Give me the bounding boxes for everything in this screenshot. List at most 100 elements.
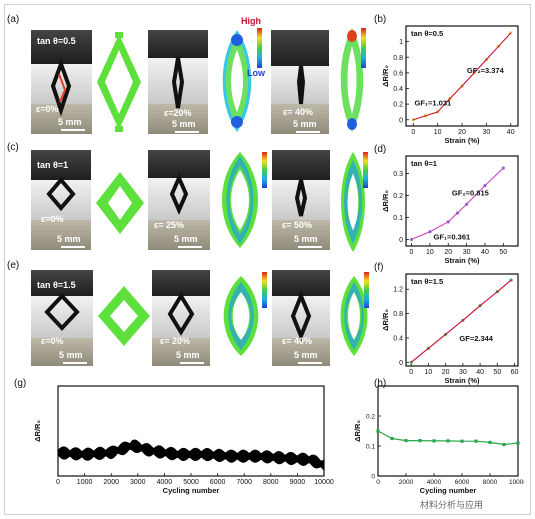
y-tick-label: 0.4 [393,335,403,342]
x-tick-label: 30 [463,249,471,256]
scale-a-0: 5 mm [58,117,82,127]
gf-label-2: GF₂=0.815 [452,189,489,198]
scale-e-2: 5 mm [294,350,318,360]
data-point [376,429,380,433]
scale-e-0: 5 mm [59,350,83,360]
y-tick-label: 0.2 [393,193,403,200]
y-tick-label: 0.2 [393,102,403,109]
legend-high: High [241,16,261,26]
gf-label-2: GF₂=3.374 [467,66,505,75]
cycle-trace [57,439,325,472]
figure-border [4,4,531,515]
y-tick-label: 0.8 [393,55,403,62]
panel-label-e: (e) [7,260,20,271]
strain-e-2: ε= 40% [282,336,313,346]
photo-e-0: tan θ=1.5 ε=0% 5 mm [31,270,93,366]
y-axis-label: ΔR/R₀ [353,420,362,442]
y-tick-label: 0.4 [393,86,403,93]
x-tick-label: 0 [410,249,414,256]
y-tick-label: 0.1 [366,444,375,451]
tan-label-a: tan θ=0.5 [37,36,76,46]
x-tick-label: 1000 [77,479,93,486]
y-tick-label: 0 [399,360,403,367]
x-tick-label: 50 [499,249,507,256]
fit-line [410,279,512,363]
y-tick-label: 1 [399,39,403,46]
strain-a-1: ε=20% [164,108,192,118]
x-axis-label: Cycling number [163,486,220,495]
x-axis-label: Strain (%) [444,256,480,265]
data-point [446,439,450,443]
plot-frame [377,385,519,477]
stress-map-a-2 [340,28,364,132]
data-point [474,439,478,443]
stress-map-e-1 [223,276,259,356]
panel-label-c: (c) [7,142,19,153]
y-tick-label: 0.8 [393,311,403,318]
photo-e-1: ε= 20% 5 mm [152,270,210,366]
strain-a-0: ε=0% [36,104,59,114]
panel-label-g: (g) [14,378,27,389]
x-tick-label: 20 [444,249,452,256]
chart-d: 0 10 20 30 40 50 0 0.1 0.2 0.3 Strain (%) ΔR/R₀ tan … [381,155,519,265]
data-point [418,439,422,443]
chart-annotation: tan θ=1 [411,159,437,168]
chart-h: 0 2000 4000 6000 8000 10000 0 0.1 0.2 Cycling num… [353,385,524,495]
data-point [432,439,436,443]
strain-a-2: ε= 40% [283,107,314,117]
x-tick-label: 5000 [183,479,199,486]
panel-label-f: (f) [374,262,384,273]
x-tick-label: 4000 [157,479,173,486]
data-point [404,439,408,443]
plot-frame [57,385,325,477]
fit-line [411,167,504,240]
x-tick-label: 10 [434,129,442,136]
panel-label-h: (h) [374,378,387,389]
data-point [390,436,394,441]
y-tick-label: 1.2 [393,287,403,294]
x-tick-label: 2000 [103,479,119,486]
scale-c-1: 5 mm [174,234,198,244]
scale-bar-a-0 [61,129,85,131]
panel-label-a: (a) [7,14,20,25]
plot-frame [405,273,519,367]
x-tick-label: 9000 [290,479,306,486]
x-tick-label: 0 [376,479,380,486]
y-tick-label: 0.6 [393,70,403,77]
mesh-a-0 [97,32,141,132]
y-tick-label: 0 [371,474,375,481]
tan-label-e: tan θ=1.5 [37,280,76,290]
y-axis-label: ΔR/R₀ [381,65,390,87]
x-tick-label: 30 [482,129,490,136]
chart-g: 0 1000 2000 3000 4000 5000 6000 7000 8000 9000 100… [33,385,334,495]
x-tick-label: 0 [409,369,413,376]
x-tick-label: 8000 [263,479,279,486]
strain-e-0: ε=0% [41,336,64,346]
y-tick-label: 0.2 [366,414,375,421]
stress-map-c-2 [341,152,365,252]
y-axis-label: ΔR/R₀ [381,190,390,212]
stress-map-a-1 [222,30,252,132]
y-tick-label: 0.3 [393,171,403,178]
x-tick-label: 10 [426,249,434,256]
plot-frame [405,155,519,247]
photo-a-2: ε= 40% 5 mm [271,30,329,134]
x-tick-label: 60 [511,369,519,376]
chart-annotation: tan θ=0.5 [411,29,443,38]
y-axis-label: ΔR/R₀ [381,309,390,331]
gf-label-1: GF₁=0.361 [434,232,471,241]
strain-c-0: ε=0% [41,214,64,224]
x-tick-label: 6000 [210,479,226,486]
x-tick-label: 20 [442,369,450,376]
x-tick-label: 30 [459,369,467,376]
x-tick-label: 0 [411,129,415,136]
photo-c-0: tan θ=1 ε=0% 5 mm [31,150,91,250]
mesh-c-0 [96,172,144,234]
gf-label: GF=2.344 [459,334,493,343]
x-tick-label: 40 [476,369,484,376]
data-point [502,442,506,447]
photo-a-0: tan θ=0.5 ε=0% 5 mm [31,30,92,134]
scale-e-1: 5 mm [176,350,200,360]
y-axis-label: ΔR/R₀ [33,420,42,442]
